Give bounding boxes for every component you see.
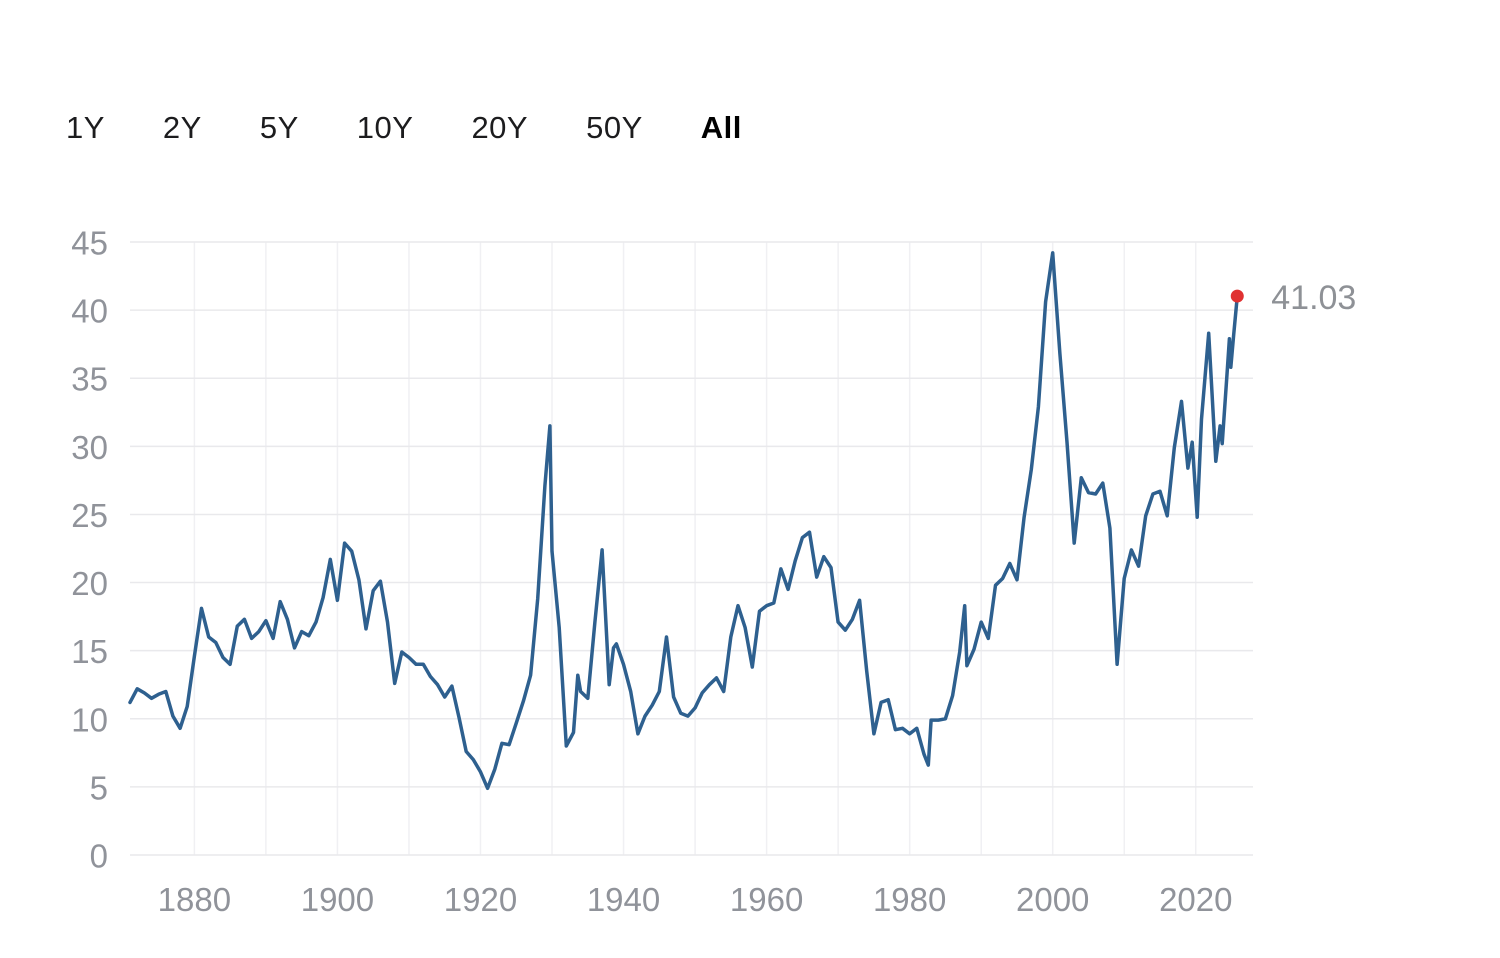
latest-value-label: 41.03	[1271, 279, 1356, 317]
x-axis-tick-label: 1900	[301, 881, 374, 918]
x-axis-tick-label: 1980	[873, 881, 946, 918]
x-axis-tick-label: 2000	[1016, 881, 1089, 918]
range-button-50y[interactable]: 50Y	[584, 106, 645, 150]
price-line	[128, 251, 1240, 791]
y-axis-tick-label: 30	[71, 429, 108, 466]
y-axis-tick-label: 5	[90, 769, 108, 806]
y-axis-tick-label: 40	[71, 293, 108, 330]
range-button-1y[interactable]: 1Y	[64, 106, 107, 150]
y-axis-tick-label: 10	[71, 701, 108, 738]
range-button-5y[interactable]: 5Y	[258, 106, 301, 150]
y-axis-tick-label: 15	[71, 633, 108, 670]
range-button-all[interactable]: All	[699, 106, 744, 150]
latest-point-marker	[1230, 289, 1244, 303]
y-axis-tick-label: 20	[71, 565, 108, 602]
y-axis-tick-label: 25	[71, 497, 108, 534]
x-axis-tick-label: 1960	[730, 881, 803, 918]
y-axis-tick-label: 0	[90, 838, 108, 875]
range-selector: 1Y 2Y 5Y 10Y 20Y 50Y All	[64, 106, 744, 150]
range-button-20y[interactable]: 20Y	[469, 106, 530, 150]
x-axis-tick-label: 1920	[444, 881, 517, 918]
y-axis-tick-label: 45	[71, 225, 108, 262]
y-axis-tick-label: 35	[71, 361, 108, 398]
x-axis-tick-label: 2020	[1159, 881, 1232, 918]
x-axis-tick-label: 1940	[587, 881, 660, 918]
range-button-10y[interactable]: 10Y	[355, 106, 416, 150]
x-axis-tick-label: 1880	[158, 881, 231, 918]
range-button-2y[interactable]: 2Y	[161, 106, 204, 150]
